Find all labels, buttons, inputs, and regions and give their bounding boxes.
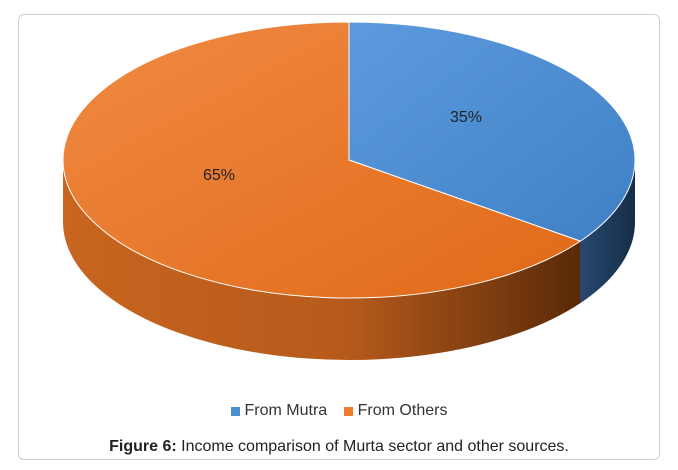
legend-item-others: From Others bbox=[343, 402, 448, 420]
caption-label: Figure 6: bbox=[109, 438, 177, 455]
pie-slice-mutra bbox=[348, 21, 636, 242]
legend-swatch-mutra bbox=[230, 406, 240, 416]
legend-swatch-others bbox=[343, 406, 353, 416]
data-label-mutra: 35% bbox=[450, 109, 482, 126]
pie-slice-others bbox=[62, 21, 582, 299]
pie-side-others bbox=[63, 160, 581, 361]
legend-label-mutra: From Mutra bbox=[244, 402, 328, 419]
caption-text: Income comparison of Murta sector and ot… bbox=[181, 438, 569, 455]
pie-side-mutra bbox=[580, 160, 635, 304]
legend: From Mutra From Others bbox=[0, 402, 678, 421]
legend-label-others: From Others bbox=[357, 402, 448, 419]
data-label-others: 65% bbox=[203, 167, 235, 184]
legend-item-mutra: From Mutra bbox=[230, 402, 328, 420]
figure-caption: Figure 6: Income comparison of Murta sec… bbox=[0, 438, 678, 456]
pie-chart: 35% 65% bbox=[62, 21, 636, 361]
